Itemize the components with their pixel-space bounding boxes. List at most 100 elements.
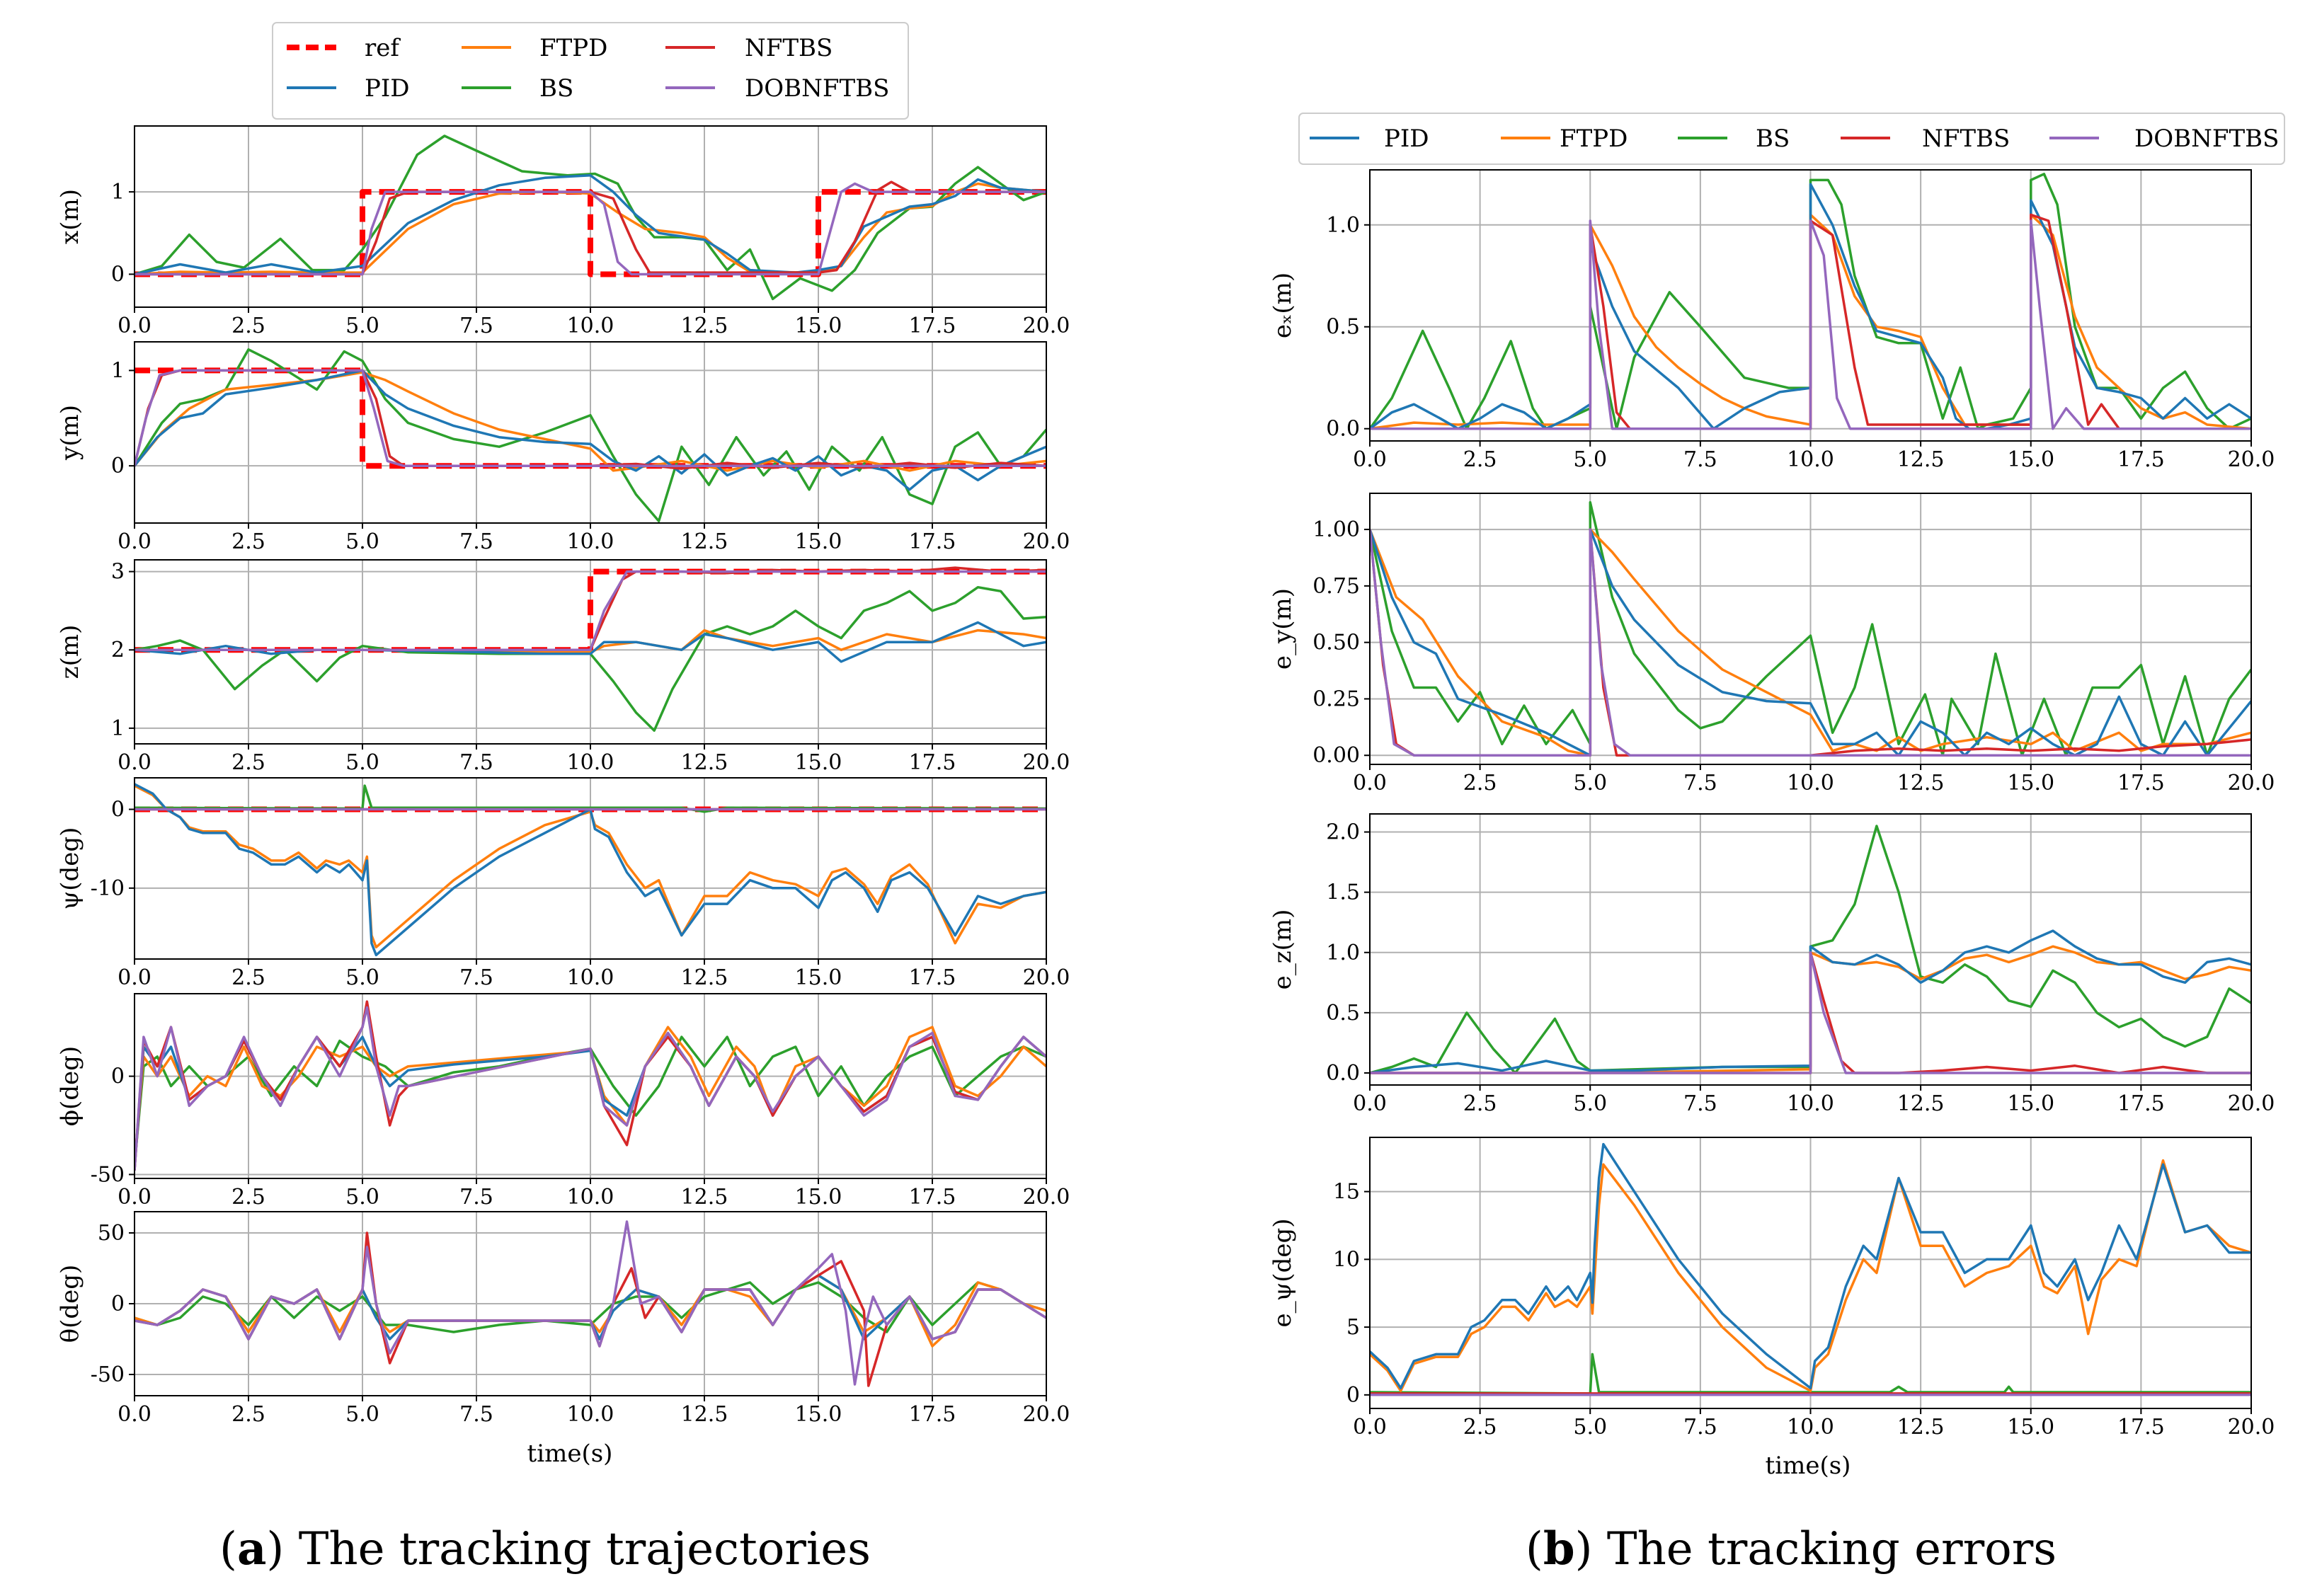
series-line-pid — [1370, 929, 2251, 1074]
x-tick-label: 2.5 — [231, 1185, 265, 1210]
panel-a_x: 0.0 2.5 5.0 7.5 10.0 12.5 15.0 17.5 20.0 0 1 x(m) — [56, 125, 1070, 338]
series-line-pid — [1370, 528, 2251, 757]
x-tick-label: 20.0 — [1023, 1402, 1070, 1427]
y-axis-label: x(m) — [56, 189, 84, 244]
y-tick-label: 0.50 — [1312, 631, 1360, 655]
plot-frame — [134, 993, 1047, 1179]
y-tick-label: -10 — [91, 876, 125, 901]
x-tick-label: 12.5 — [1897, 771, 1945, 796]
y-tick-label: 0 — [111, 262, 125, 287]
legend-b-label-bs: BS — [1756, 125, 1790, 153]
series-line-ftpd — [135, 182, 1046, 276]
x-tick-label: 5.0 — [345, 314, 379, 338]
x-tick-label: 17.5 — [2117, 771, 2165, 796]
x-tick-label: 15.0 — [795, 314, 842, 338]
x-tick-label: 7.5 — [459, 750, 493, 775]
x-tick-label: 15.0 — [795, 529, 842, 554]
series-group — [135, 134, 1046, 301]
series-line-bs — [1370, 173, 2251, 430]
series-line-dobnftbs — [135, 1006, 1046, 1171]
x-tick-label: 0.0 — [118, 1185, 151, 1210]
legend-a: ref PID FTPD BS NFTBS DOBNFTBS — [272, 22, 909, 120]
caption-b: (b) The tracking errors — [1526, 1522, 2057, 1575]
caption-b-text: ) The tracking errors — [1575, 1523, 2057, 1575]
x-tick-label: 5.0 — [345, 1185, 379, 1210]
y-tick-label: 1 — [111, 716, 125, 741]
x-tick-label: 5.0 — [345, 750, 379, 775]
series-group — [1370, 825, 2251, 1074]
series-line-bs — [1370, 501, 2251, 757]
series-line-pid — [135, 369, 1046, 491]
plot-frame — [134, 125, 1047, 308]
x-tick-label: 12.5 — [1897, 1415, 1945, 1440]
time-label-b: time(s) — [1766, 1452, 1851, 1480]
y-axis-label: e_z(m) — [1269, 909, 1297, 990]
y-tick-label: 1 — [111, 358, 125, 383]
y-tick-label: 0.00 — [1312, 743, 1360, 768]
y-tick-label: 10 — [1333, 1247, 1360, 1272]
panel-b_epsi: 0.0 2.5 5.0 7.5 10.0 12.5 15.0 17.5 20.0 0 5 10 15 e_… — [1269, 1137, 2275, 1440]
x-tick-label: 10.0 — [567, 1185, 614, 1210]
y-axis-label: θ(deg) — [56, 1265, 84, 1343]
x-tick-label: 20.0 — [2228, 1415, 2275, 1440]
series-group — [135, 566, 1046, 732]
series-line-dobnftbs — [1370, 951, 2251, 1074]
series-line-nftbs — [135, 180, 1046, 276]
x-tick-label: 10.0 — [567, 1402, 614, 1427]
y-tick-label: 1.0 — [1326, 941, 1360, 965]
x-tick-label: 7.5 — [1683, 1091, 1717, 1116]
x-tick-label: 5.0 — [1573, 1091, 1607, 1116]
legend-b-label-pid: PID — [1384, 125, 1429, 153]
x-tick-label: 5.0 — [345, 1402, 379, 1427]
x-tick-label: 7.5 — [459, 529, 493, 554]
y-tick-label: 0 — [111, 798, 125, 822]
x-tick-label: 10.0 — [567, 314, 614, 338]
x-tick-label: 12.5 — [1897, 447, 1945, 472]
plot-frame — [1369, 1137, 2252, 1409]
series-group — [1370, 1142, 2251, 1396]
y-tick-label: 0 — [1346, 1383, 1360, 1408]
series-line-dobnftbs — [135, 1220, 1046, 1386]
caption-a-letter: a — [237, 1522, 266, 1575]
x-tick-label: 20.0 — [2228, 1091, 2275, 1116]
x-tick-label: 7.5 — [1683, 1415, 1717, 1440]
x-tick-label: 17.5 — [909, 1402, 956, 1427]
x-tick-label: 0.0 — [1353, 1415, 1387, 1440]
series-group — [135, 783, 1046, 957]
plot-frame — [134, 777, 1047, 960]
x-tick-label: 7.5 — [1683, 771, 1717, 796]
series-line-bs — [135, 585, 1046, 732]
y-tick-label: 0 — [111, 1064, 125, 1089]
x-tick-label: 20.0 — [1023, 529, 1070, 554]
x-tick-label: 2.5 — [231, 965, 265, 990]
x-tick-label: 5.0 — [345, 529, 379, 554]
plot-frame — [1369, 493, 2252, 765]
y-tick-label: 3 — [111, 560, 125, 585]
legend-b: PID FTPD BS NFTBS DOBNFTBS — [1298, 113, 2285, 165]
x-tick-label: 12.5 — [681, 529, 728, 554]
x-tick-label: 7.5 — [459, 965, 493, 990]
legend-a-label-ftpd: FTPD — [539, 34, 607, 62]
panel-a_theta: 0.0 2.5 5.0 7.5 10.0 12.5 15.0 17.5 20.0 -50 0 50 θ(… — [56, 1211, 1070, 1427]
y-tick-label: 5 — [1346, 1315, 1360, 1340]
y-tick-label: 1 — [111, 180, 125, 205]
panel-b_ey: 0.0 2.5 5.0 7.5 10.0 12.5 15.0 17.5 20.0 0.00 0.25… — [1269, 493, 2275, 796]
series-line-dobnftbs — [135, 570, 1046, 651]
panel-a_phi: 0.0 2.5 5.0 7.5 10.0 12.5 15.0 17.5 20.0 -50 0 ϕ(de… — [56, 993, 1070, 1210]
y-tick-label: 0.5 — [1326, 315, 1360, 340]
x-tick-label: 7.5 — [459, 1402, 493, 1427]
legend-a-label-ref: ref — [365, 34, 401, 62]
y-tick-label: 2.0 — [1326, 820, 1360, 845]
series-group — [135, 348, 1046, 523]
x-tick-label: 2.5 — [231, 1402, 265, 1427]
x-tick-label: 15.0 — [795, 750, 842, 775]
series-line-dobnftbs — [1370, 528, 2251, 757]
x-tick-label: 15.0 — [795, 1185, 842, 1210]
legend-a-label-bs: BS — [539, 74, 573, 103]
x-tick-label: 10.0 — [567, 750, 614, 775]
x-tick-label: 2.5 — [1463, 447, 1497, 472]
x-tick-label: 15.0 — [2007, 771, 2054, 796]
x-tick-label: 2.5 — [231, 529, 265, 554]
x-tick-label: 12.5 — [681, 965, 728, 990]
